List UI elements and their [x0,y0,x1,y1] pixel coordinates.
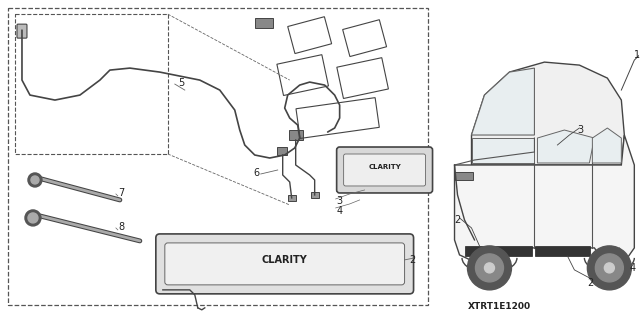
Text: 2: 2 [588,278,594,288]
Text: CLARITY: CLARITY [262,255,308,265]
Text: 6: 6 [253,168,260,178]
Polygon shape [593,128,621,163]
Bar [276,147,287,155]
Bar [465,246,532,256]
Bar [454,172,472,180]
FancyBboxPatch shape [344,154,426,186]
Circle shape [467,246,511,290]
Circle shape [588,246,631,290]
FancyBboxPatch shape [337,147,433,193]
Circle shape [31,176,39,184]
Text: 8: 8 [118,222,124,232]
Bar [536,246,590,256]
Bar [15,14,168,154]
FancyBboxPatch shape [156,234,413,294]
Circle shape [595,254,623,282]
FancyBboxPatch shape [17,24,27,38]
Text: CLARITY: CLARITY [368,164,401,170]
Text: 4: 4 [337,206,343,216]
Polygon shape [472,68,534,135]
Circle shape [25,210,41,226]
Circle shape [28,173,42,187]
Text: 3: 3 [337,196,343,206]
Polygon shape [472,62,625,165]
Polygon shape [454,135,634,262]
Circle shape [604,263,614,273]
Circle shape [476,254,504,282]
Polygon shape [538,130,595,163]
Text: 4: 4 [629,263,636,273]
Text: 3: 3 [577,125,584,135]
Text: XTRT1E1200: XTRT1E1200 [468,302,531,311]
FancyBboxPatch shape [165,243,404,285]
Text: 2: 2 [410,255,416,265]
Bar [310,192,319,198]
Bar [8,8,428,305]
Bar [255,18,273,28]
Bar [288,195,296,201]
Circle shape [484,263,495,273]
Bar [289,130,303,140]
Circle shape [28,213,38,223]
Text: 7: 7 [118,188,124,198]
Text: 2: 2 [454,215,461,225]
Polygon shape [472,138,534,163]
Text: 5: 5 [178,78,184,88]
Text: 1: 1 [634,50,640,60]
